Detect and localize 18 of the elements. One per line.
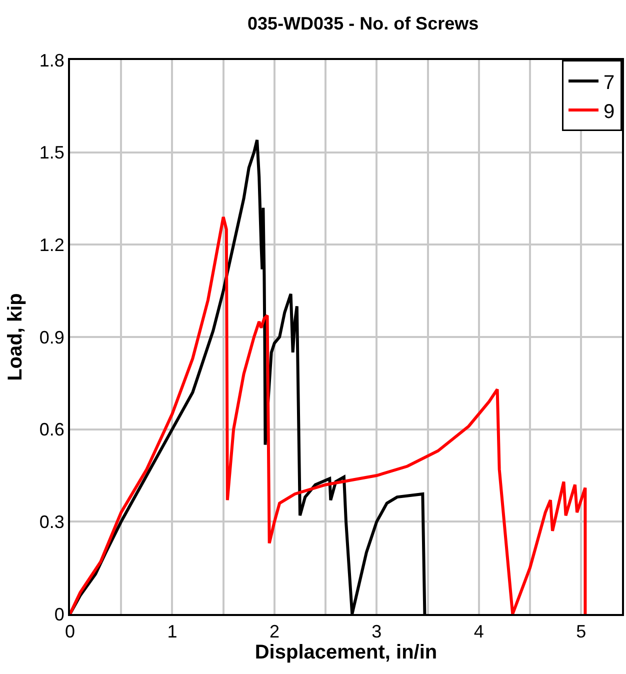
- x-axis-title: Displacement, in/in: [254, 642, 438, 664]
- legend-label: 9: [604, 100, 615, 123]
- x-tick-label: 2: [269, 622, 280, 642]
- legend-label: 7: [604, 72, 615, 94]
- x-tick-label: 5: [576, 622, 586, 642]
- y-tick-label: 0.9: [39, 327, 64, 348]
- y-tick-label: 1.2: [39, 234, 64, 255]
- chart-title: 035-WD035 - No. of Screws: [248, 13, 479, 34]
- line-series: [70, 215, 587, 614]
- y-tick-label: 1.5: [39, 142, 64, 163]
- y-tick-label: 0.6: [39, 420, 64, 440]
- y-tick-label: 0: [54, 604, 64, 624]
- x-tick-label: 4: [474, 622, 484, 642]
- y-axis-title: Load, kip: [4, 293, 26, 381]
- x-tick-label: 1: [167, 622, 178, 642]
- x-tick-label: 3: [372, 622, 382, 642]
- y-tick-label: 1.8: [39, 50, 64, 70]
- y-tick-label: 0.3: [39, 512, 64, 532]
